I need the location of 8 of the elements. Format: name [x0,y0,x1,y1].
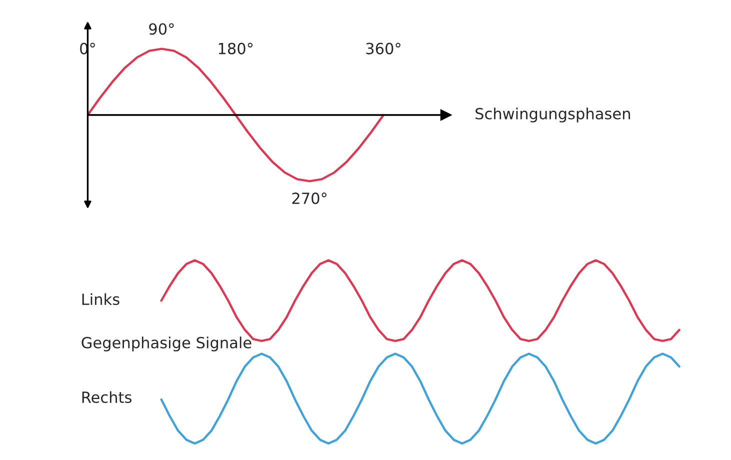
annotation: Gegenphasige Signale [82,336,252,352]
x-tick-label: 360° [366,42,400,54]
series-label: Rechts [82,391,132,404]
x-tick-label: 180° [218,42,253,54]
x-axis-title: Schwingungsphasen [476,108,630,122]
annotation: 270° [292,192,326,204]
annotation: 90° [149,23,174,35]
text: Links [82,293,120,306]
